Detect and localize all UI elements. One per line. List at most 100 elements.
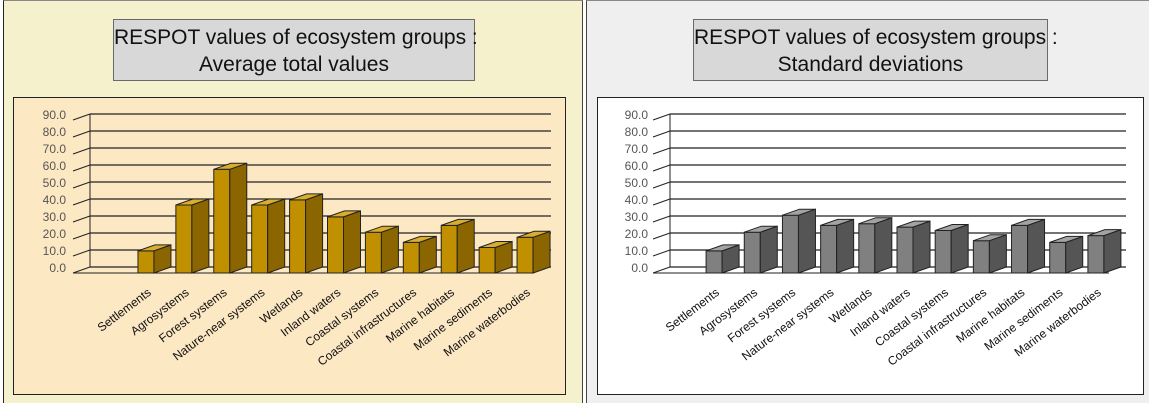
bar-top <box>478 241 513 248</box>
bar-front <box>705 250 723 274</box>
bar-side <box>267 198 286 274</box>
gridline-depth <box>652 198 671 206</box>
bar-front <box>402 241 420 274</box>
gridline-depth <box>72 164 91 172</box>
y-tick-label: 10.0 <box>43 244 67 258</box>
bar <box>478 240 513 274</box>
bar-side <box>874 216 893 274</box>
bar-top <box>782 208 816 216</box>
bar-front <box>820 224 838 274</box>
bar-side <box>380 225 399 274</box>
bar-side <box>1027 218 1046 274</box>
chart-title-box: RESPOT values of ecosystem groups : Stan… <box>693 19 1058 81</box>
gridline-depth <box>652 130 671 138</box>
y-tick-label: 50.0 <box>43 176 67 190</box>
y-tick-label: 10.0 <box>625 244 649 258</box>
bar-front <box>972 240 990 274</box>
bar <box>781 208 816 274</box>
bar <box>402 235 437 274</box>
bar-top <box>251 198 285 206</box>
chart-title-line-1: RESPOT values of ecosystem groups : <box>114 26 478 49</box>
bar-top <box>213 162 247 170</box>
bar-top <box>935 224 969 231</box>
gridline-depth <box>72 249 91 257</box>
floor-depth-line <box>72 266 91 274</box>
bar <box>251 198 286 274</box>
bar-front <box>440 224 458 274</box>
bar-top <box>973 234 1007 242</box>
bar-front <box>327 216 344 274</box>
bar-top <box>858 217 892 225</box>
y-tick-label: 0.0 <box>631 261 648 275</box>
bar-front <box>1049 241 1067 274</box>
y-tick-label: 60.0 <box>43 159 67 173</box>
bar-side <box>950 223 969 274</box>
bar <box>213 162 248 274</box>
bar-side <box>1103 228 1122 274</box>
gridline-depth <box>72 198 91 206</box>
bar-side <box>229 162 248 274</box>
y-tick-label: 0.0 <box>49 261 66 275</box>
bar-front <box>289 199 307 274</box>
bar <box>743 225 778 274</box>
bar-front <box>781 214 799 274</box>
bar-front <box>516 236 534 274</box>
gridline-depth <box>652 164 671 172</box>
gridline-depth <box>652 249 671 257</box>
bar-front <box>251 204 269 274</box>
bar-side <box>912 220 931 274</box>
bar-front <box>743 231 761 274</box>
bar <box>820 218 855 274</box>
gridline-depth <box>652 181 671 189</box>
bar-chart-average: 0.010.020.030.040.050.060.070.080.090.0S… <box>43 108 551 369</box>
chart-title-line-1: RESPOT values of ecosystem groups : <box>694 26 1058 49</box>
bar-front <box>137 250 155 274</box>
y-tick-label: 70.0 <box>43 142 67 156</box>
bar-top <box>1049 235 1083 243</box>
gridline-depth <box>652 215 671 223</box>
bar-side <box>988 233 1007 274</box>
y-tick-label: 80.0 <box>43 125 67 139</box>
bar-top <box>175 198 210 206</box>
bar-top <box>289 193 323 201</box>
gridline-depth <box>72 232 91 240</box>
bar <box>327 210 361 274</box>
chart-panel-average: RESPOT values of ecosystem groups : Aver… <box>3 0 583 403</box>
gridline-depth <box>72 113 91 121</box>
bar-top <box>365 225 399 233</box>
bar-side <box>191 198 210 274</box>
y-tick-label: 20.0 <box>43 227 67 241</box>
bar-chart-stddev: 0.010.020.030.040.050.060.070.080.090.0S… <box>625 108 1126 369</box>
bar-side <box>343 210 361 274</box>
bar-top <box>744 225 778 233</box>
bar-side <box>759 225 778 274</box>
y-tick-label: 20.0 <box>625 227 649 241</box>
y-tick-label: 80.0 <box>625 125 649 139</box>
bar <box>896 220 931 274</box>
bar-side <box>797 208 816 274</box>
chart-plot-area: 0.0 10.0 20.0 30.0 40.0 50.0 60.0 70.0 80.0 90.0 S… <box>13 97 566 395</box>
bar-front <box>934 230 952 274</box>
bar-front <box>858 223 876 274</box>
bar-front <box>896 226 914 274</box>
y-tick-label: 50.0 <box>625 176 649 190</box>
bar-front <box>1011 224 1029 274</box>
bar-top <box>1087 229 1122 237</box>
y-tick-label: 70.0 <box>625 142 649 156</box>
bar-side <box>836 218 855 274</box>
bar-top <box>1011 218 1045 226</box>
gridline-depth <box>72 130 91 138</box>
bar-front <box>364 231 382 274</box>
bar-top <box>896 220 931 228</box>
bar <box>1087 228 1122 274</box>
bar-front <box>1087 235 1105 274</box>
bar <box>972 233 1007 274</box>
bar <box>516 230 551 274</box>
bar-side <box>532 230 551 274</box>
y-tick-label: 30.0 <box>625 210 649 224</box>
bar <box>705 244 740 274</box>
bar-top <box>820 218 854 226</box>
bar <box>289 193 324 274</box>
chart-plot-area: 0.0 10.0 20.0 30.0 40.0 50.0 60.0 70.0 80.0 90.0 S… <box>597 97 1144 395</box>
bar-top <box>327 210 361 218</box>
